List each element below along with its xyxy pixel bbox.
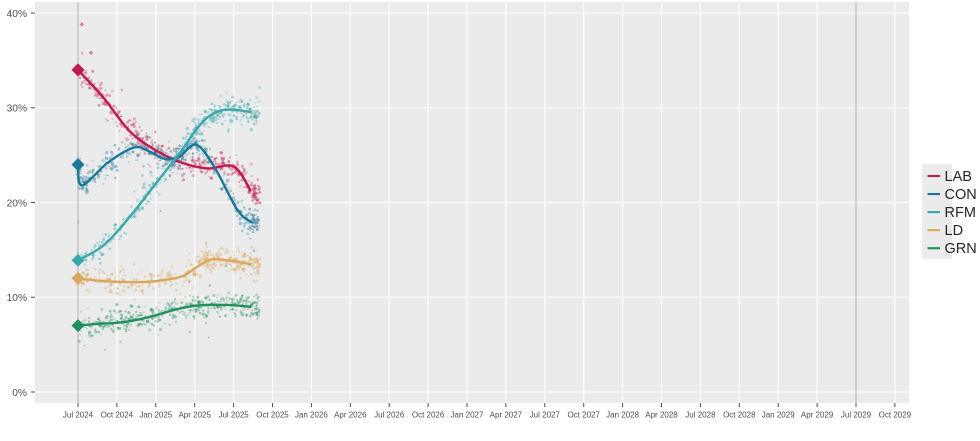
svg-text:40%: 40% — [7, 9, 27, 20]
svg-text:Jan 2026: Jan 2026 — [295, 411, 328, 420]
svg-text:Jul 2024: Jul 2024 — [63, 411, 94, 420]
svg-text:Oct 2028: Oct 2028 — [723, 411, 756, 420]
svg-text:LD: LD — [945, 223, 964, 239]
svg-text:Jul 2025: Jul 2025 — [218, 411, 249, 420]
svg-text:Oct 2024: Oct 2024 — [101, 411, 134, 420]
svg-text:RFM: RFM — [945, 205, 976, 221]
svg-text:20%: 20% — [7, 198, 27, 209]
svg-text:Apr 2027: Apr 2027 — [490, 411, 523, 420]
svg-text:LAB: LAB — [945, 169, 972, 185]
svg-text:Jul 2029: Jul 2029 — [841, 411, 872, 420]
svg-text:Oct 2027: Oct 2027 — [567, 411, 600, 420]
svg-text:Oct 2026: Oct 2026 — [412, 411, 445, 420]
svg-text:Oct 2025: Oct 2025 — [256, 411, 289, 420]
svg-text:0%: 0% — [12, 388, 27, 399]
svg-text:Jan 2029: Jan 2029 — [762, 411, 795, 420]
svg-text:Apr 2028: Apr 2028 — [645, 411, 678, 420]
svg-text:CON: CON — [945, 187, 977, 203]
svg-text:Jul 2026: Jul 2026 — [374, 411, 405, 420]
svg-text:Jan 2028: Jan 2028 — [606, 411, 639, 420]
svg-text:Apr 2025: Apr 2025 — [178, 411, 211, 420]
svg-text:Jan 2025: Jan 2025 — [139, 411, 172, 420]
svg-text:Apr 2029: Apr 2029 — [801, 411, 834, 420]
svg-text:Jan 2027: Jan 2027 — [451, 411, 484, 420]
svg-text:30%: 30% — [7, 104, 27, 115]
svg-text:Apr 2026: Apr 2026 — [334, 411, 367, 420]
svg-text:GRN: GRN — [945, 241, 977, 257]
svg-text:Oct 2029: Oct 2029 — [879, 411, 912, 420]
svg-text:Jul 2027: Jul 2027 — [530, 411, 561, 420]
svg-text:10%: 10% — [7, 293, 27, 304]
svg-text:Jul 2028: Jul 2028 — [685, 411, 716, 420]
